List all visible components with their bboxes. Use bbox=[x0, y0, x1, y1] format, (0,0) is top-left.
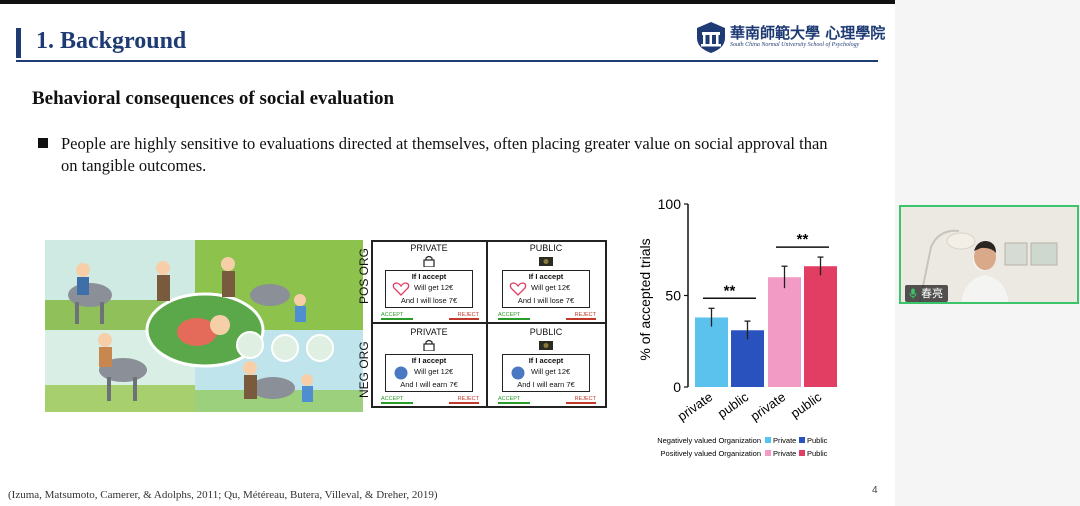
padlock-icon bbox=[423, 339, 435, 351]
logo-chinese-text: 華南師範大學 心理學院 bbox=[730, 24, 886, 42]
bar bbox=[804, 266, 837, 387]
reject-option: REJECT bbox=[449, 312, 479, 320]
offer-line-accept: If I accept bbox=[528, 356, 564, 365]
badge-icon bbox=[394, 366, 408, 380]
significance-label: ** bbox=[724, 282, 736, 299]
offer-card: If I accept Will get 12€ And I will earn… bbox=[385, 354, 473, 392]
offer-line-gain: Will get 12€ bbox=[531, 283, 571, 292]
offer-line-gain: Will get 12€ bbox=[531, 367, 571, 376]
y-tick-label: 0 bbox=[673, 379, 681, 395]
accept-option: ACCEPT bbox=[498, 312, 530, 320]
accept-option: ACCEPT bbox=[381, 396, 413, 404]
offer-card: If I accept Will get 12€ And I will earn… bbox=[502, 354, 590, 392]
offer-card: If I accept Will get 12€ And I will lose… bbox=[385, 270, 473, 308]
cell-heading: PUBLIC bbox=[529, 243, 563, 253]
cell-heading: PUBLIC bbox=[529, 327, 563, 337]
y-axis-label: % of accepted trials bbox=[637, 238, 653, 360]
citation-text: (Izuma, Matsumoto, Camerer, & Adolphs, 2… bbox=[8, 489, 438, 501]
x-tick-label: public bbox=[715, 389, 752, 421]
task-design-figure: POS ORG NEG ORG PRIVATE If I accept Will… bbox=[355, 240, 610, 410]
title-accent-bar bbox=[16, 28, 21, 58]
camera-icon bbox=[539, 257, 553, 266]
cartoon-illustration bbox=[45, 240, 363, 412]
legend-item-label: Private bbox=[773, 436, 796, 445]
offer-line-consequence: And I will earn 7€ bbox=[400, 380, 458, 389]
padlock-icon bbox=[423, 255, 435, 267]
bar bbox=[768, 277, 801, 387]
legend-group-label: Negatively valued Organization bbox=[657, 436, 761, 445]
reject-option: REJECT bbox=[566, 396, 596, 404]
logo-english-text: South China Normal University School of … bbox=[730, 42, 860, 48]
participant-video-tile[interactable]: 春亮 bbox=[899, 205, 1079, 304]
legend-group-label: Positively valued Organization bbox=[661, 449, 761, 458]
slide-page-number: 4 bbox=[872, 485, 878, 496]
offer-line-consequence: And I will lose 7€ bbox=[400, 296, 458, 305]
offer-line-gain: Will get 12€ bbox=[414, 367, 454, 376]
cell-heading: PRIVATE bbox=[410, 243, 448, 253]
university-logo: 華南師範大學 心理學院 South China Normal Universit… bbox=[694, 20, 885, 56]
accepted-trials-bar-chart: 0 50 100 % of accepted trials private public p… bbox=[637, 196, 837, 458]
participant-name-tag: 春亮 bbox=[905, 285, 948, 302]
task-cell-pos-private: PRIVATE If I accept Will get 12€ And I w… bbox=[373, 242, 485, 322]
bullet-text: People are highly sensitive to evaluatio… bbox=[61, 134, 828, 175]
accept-option: ACCEPT bbox=[498, 396, 530, 404]
reject-option: REJECT bbox=[566, 312, 596, 320]
university-emblem-icon bbox=[697, 22, 725, 53]
title-underline bbox=[16, 60, 878, 62]
offer-line-consequence: And I will earn 7€ bbox=[517, 380, 575, 389]
legend-swatch bbox=[765, 437, 771, 443]
legend-swatch bbox=[799, 437, 805, 443]
legend-item-label: Public bbox=[807, 436, 828, 445]
task-cell-neg-public: PUBLIC If I accept Will get 12€ And I wi… bbox=[490, 326, 602, 406]
x-tick-label: public bbox=[788, 389, 825, 421]
offer-line-accept: If I accept bbox=[528, 272, 564, 281]
bullet-square-icon bbox=[38, 138, 48, 148]
bar bbox=[731, 330, 764, 387]
offer-line-gain: Will get 12€ bbox=[414, 283, 454, 292]
bar bbox=[695, 317, 728, 387]
reject-option: REJECT bbox=[449, 396, 479, 404]
offer-line-consequence: And I will lose 7€ bbox=[517, 296, 575, 305]
y-tick-label: 100 bbox=[658, 196, 682, 212]
accept-option: ACCEPT bbox=[381, 312, 413, 320]
top-black-bar bbox=[0, 0, 895, 4]
legend-item-label: Public bbox=[807, 449, 828, 458]
heart-icon bbox=[509, 282, 527, 296]
offer-card: If I accept Will get 12€ And I will lose… bbox=[502, 270, 590, 308]
task-cell-pos-public: PUBLIC If I accept Will get 12€ And I wi… bbox=[490, 242, 602, 322]
legend-swatch bbox=[799, 450, 805, 456]
offer-line-accept: If I accept bbox=[411, 272, 447, 281]
badge-icon bbox=[511, 366, 525, 380]
presentation-slide: 1. Background 華南師範大學 心理學院 South China No… bbox=[0, 0, 895, 501]
task-cell-neg-private: PRIVATE If I accept Will get 12€ And I w… bbox=[373, 326, 485, 406]
x-tick-label: private bbox=[748, 389, 789, 424]
task-grid-frame bbox=[371, 240, 607, 408]
slide-title: 1. Background bbox=[36, 28, 187, 54]
cell-heading: PRIVATE bbox=[410, 327, 448, 337]
camera-icon bbox=[539, 341, 553, 350]
section-subtitle: Behavioral consequences of social evalua… bbox=[32, 88, 395, 109]
legend-item-label: Private bbox=[773, 449, 796, 458]
legend-swatch bbox=[765, 450, 771, 456]
row-label-pos-org: POS ORG bbox=[357, 247, 371, 304]
participant-name: 春亮 bbox=[921, 287, 943, 300]
row-label-neg-org: NEG ORG bbox=[357, 341, 371, 398]
task-grid-vertical-divider bbox=[486, 240, 488, 408]
task-grid-horizontal-divider bbox=[371, 322, 607, 324]
microphone-icon bbox=[909, 288, 917, 299]
significance-label: ** bbox=[797, 231, 809, 248]
heart-icon bbox=[392, 282, 410, 296]
y-tick-label: 50 bbox=[665, 288, 681, 304]
offer-line-accept: If I accept bbox=[411, 356, 447, 365]
